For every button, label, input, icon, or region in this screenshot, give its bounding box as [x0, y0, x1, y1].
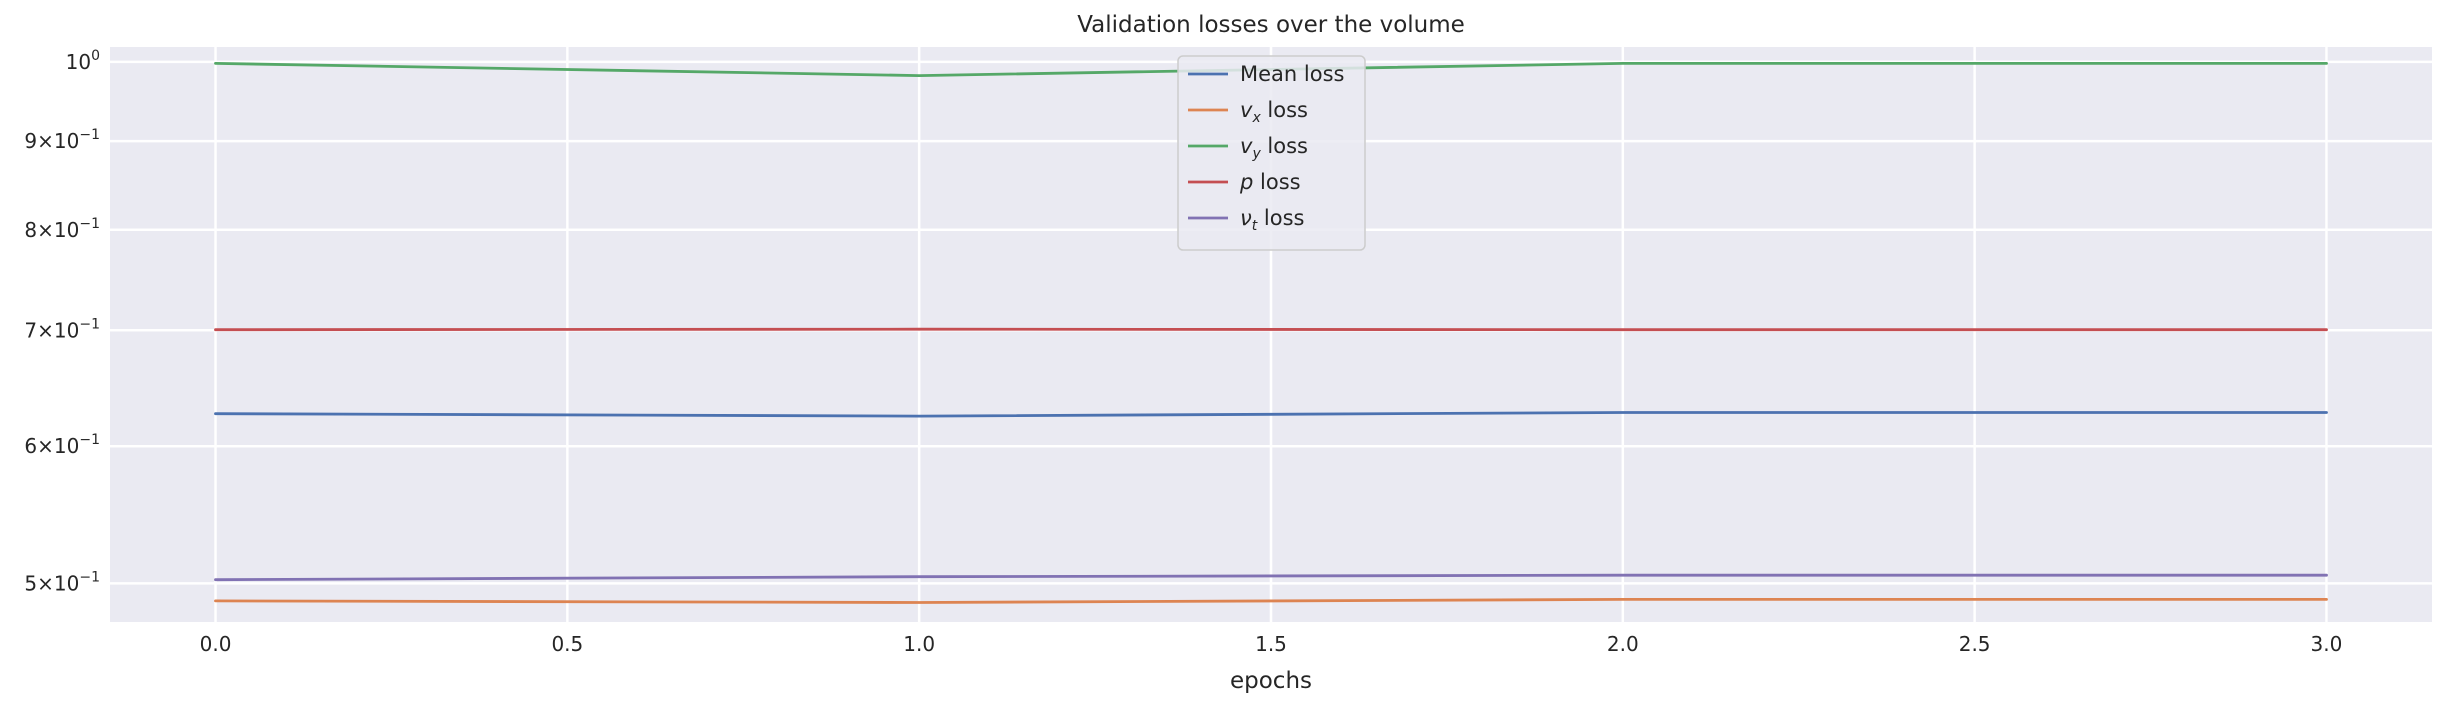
x-tick-label: 2.5: [1959, 632, 1991, 656]
chart-title: Validation losses over the volume: [1077, 12, 1465, 38]
legend-frame: [1177, 55, 1366, 251]
series-lines: [214, 62, 2328, 604]
legend-entry: vy loss: [1240, 134, 1308, 162]
series-line: [214, 327, 2328, 332]
x-tick-label: 2.0: [1607, 632, 1639, 656]
y-tick-label: 8×10−1: [24, 216, 100, 242]
y-tick-label: 6×10−1: [24, 432, 100, 458]
x-tick-label: 1.0: [903, 632, 935, 656]
x-tick-label: 3.0: [2311, 632, 2343, 656]
x-tick-label: 0.5: [551, 632, 583, 656]
legend-entry: Mean loss: [1240, 62, 1344, 86]
legend-entry: νt loss: [1240, 206, 1304, 234]
x-tick-label: 0.0: [200, 632, 232, 656]
series-line: [214, 411, 2328, 418]
y-tick-label: 9×10−1: [24, 127, 100, 153]
x-axis-ticks: 0.0 0.5 1.0 1.5 2.0 2.5 3.0: [200, 632, 2343, 656]
x-tick-label: 1.5: [1255, 632, 1287, 656]
legend: Mean loss vx loss vy loss p loss νt loss: [1177, 55, 1366, 251]
legend-entry: p loss: [1239, 170, 1301, 194]
series-line: [214, 598, 2328, 604]
y-tick-label: 100: [66, 48, 100, 74]
y-tick-label: 5×10−1: [24, 569, 100, 595]
x-axis-label: epochs: [1230, 668, 1312, 694]
y-tick-label: 7×10−1: [24, 316, 100, 342]
legend-entry: vx loss: [1240, 98, 1308, 126]
series-line: [214, 573, 2328, 582]
y-axis-ticks: 100 9×10−1 8×10−1 7×10−1 6×10−1 5×10−1: [24, 48, 100, 596]
